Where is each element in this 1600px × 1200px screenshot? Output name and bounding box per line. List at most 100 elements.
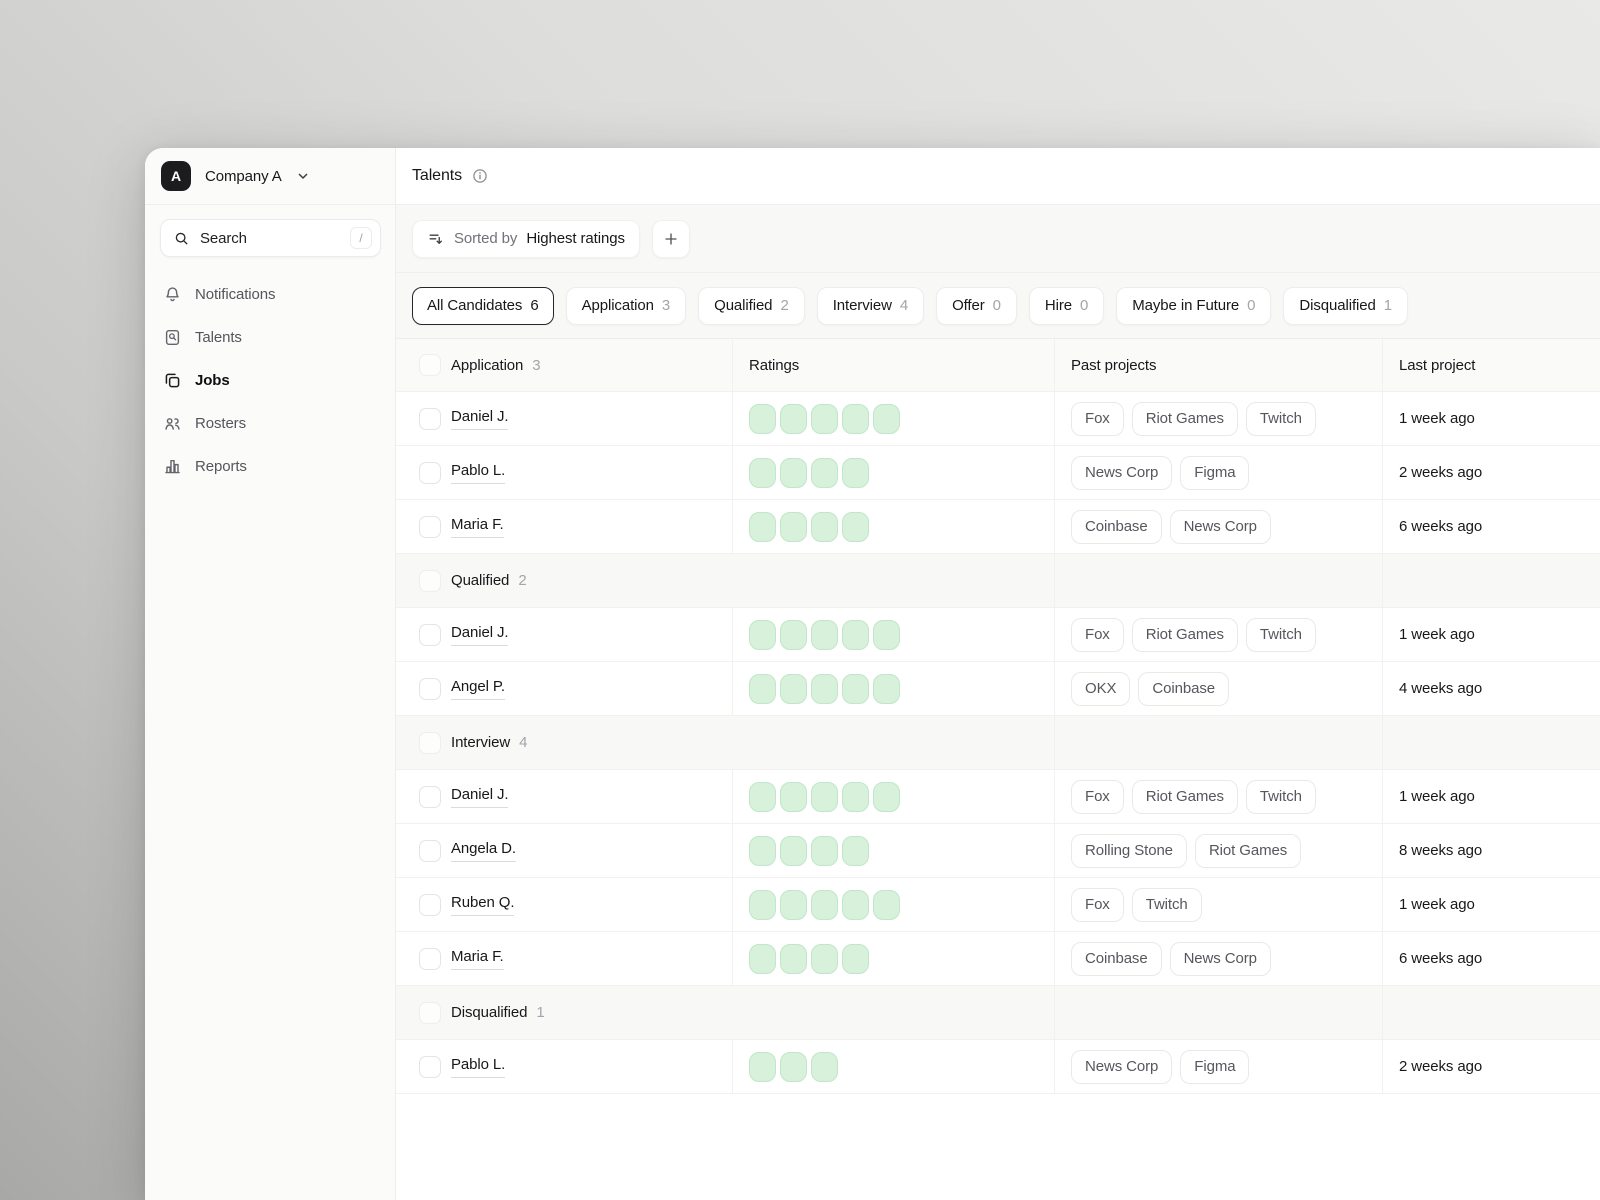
past-projects: News Corp Figma	[1071, 455, 1382, 490]
row-checkbox[interactable]	[419, 1055, 441, 1078]
candidate-name-link[interactable]: Ruben Q.	[451, 894, 515, 916]
rating-pill	[873, 889, 900, 920]
sidebar-item-rosters[interactable]: Rosters	[145, 402, 395, 445]
group-checkbox[interactable]	[419, 1001, 441, 1024]
rating-pill	[780, 511, 807, 542]
group-count: 1	[536, 1004, 545, 1021]
filter-chip-label: Application	[581, 297, 654, 314]
rating-pill	[842, 511, 869, 542]
row-checkbox[interactable]	[419, 785, 441, 808]
filter-chip-label: Offer	[952, 297, 985, 314]
filter-chip-count: 3	[661, 297, 671, 314]
past-project-tag: Coinbase	[1138, 671, 1229, 706]
rating-pill	[749, 619, 776, 650]
header-group-count: 3	[532, 356, 541, 374]
row-checkbox[interactable]	[419, 839, 441, 862]
rating-pill	[780, 1051, 807, 1082]
last-project-value: 2 weeks ago	[1399, 464, 1483, 481]
table-row[interactable]: Maria F. Coinbase News Corp 6 weeks ago	[396, 932, 1600, 986]
past-project-tag: Fox	[1071, 887, 1124, 922]
table-row[interactable]: Angela D. Rolling Stone Riot Games 8 week…	[396, 824, 1600, 878]
row-checkbox[interactable]	[419, 407, 441, 430]
search-input[interactable]: Search /	[160, 219, 381, 257]
info-icon[interactable]	[471, 167, 489, 185]
rating-bar	[749, 781, 1054, 812]
select-all-checkbox[interactable]	[419, 354, 441, 376]
company-switcher[interactable]: A Company A	[145, 148, 395, 205]
filter-chip-application[interactable]: Application 3	[565, 286, 687, 325]
rating-pill	[811, 619, 838, 650]
past-project-tag: Riot Games	[1131, 617, 1238, 652]
past-project-tag: Riot Games	[1131, 401, 1238, 436]
row-checkbox[interactable]	[419, 947, 441, 970]
filter-chip-count: 0	[1247, 297, 1256, 314]
row-checkbox[interactable]	[419, 677, 441, 700]
candidate-name-link[interactable]: Pablo L.	[451, 1056, 505, 1078]
rating-pill	[873, 781, 900, 812]
sidebar-item-notifications[interactable]: Notifications	[145, 273, 395, 316]
rating-bar	[749, 619, 1054, 650]
group-header-row: Qualified 2	[396, 554, 1600, 608]
past-project-tag: Twitch	[1245, 779, 1316, 814]
row-checkbox[interactable]	[419, 461, 441, 484]
candidate-name-link[interactable]: Maria F.	[451, 516, 504, 538]
last-project-value: 1 week ago	[1399, 410, 1475, 427]
rating-pill	[811, 1051, 838, 1082]
table-row[interactable]: Daniel J. Fox Riot Games Twitch 1 week ago	[396, 392, 1600, 446]
row-checkbox[interactable]	[419, 893, 441, 916]
rating-bar	[749, 673, 1054, 704]
filter-chip-count: 2	[780, 297, 789, 314]
sidebar-item-reports[interactable]: Reports	[145, 445, 395, 488]
filter-chip-hire[interactable]: Hire 0	[1028, 286, 1105, 325]
filter-chip-disqualified[interactable]: Disqualified 1	[1283, 286, 1408, 325]
sorted-by-label: Sorted by	[454, 230, 518, 247]
page-header: Talents	[396, 148, 1600, 205]
group-header-row: Interview 4	[396, 716, 1600, 770]
sidebar: A Company A Search / Notifications Talen…	[145, 148, 396, 1200]
candidate-name-link[interactable]: Angel P.	[451, 678, 505, 700]
table-row[interactable]: Daniel J. Fox Riot Games Twitch 1 week ago	[396, 770, 1600, 824]
candidate-name-link[interactable]: Daniel J.	[451, 786, 509, 808]
candidate-name-link[interactable]: Daniel J.	[451, 408, 509, 430]
sidebar-item-label: Talents	[195, 329, 242, 346]
filter-chip-maybe-in-future[interactable]: Maybe in Future 0	[1116, 286, 1272, 325]
table-row[interactable]: Pablo L. News Corp Figma 2 weeks ago	[396, 1040, 1600, 1094]
table-row[interactable]: Angel P. OKX Coinbase 4 weeks ago	[396, 662, 1600, 716]
sort-button[interactable]: Sorted by Highest ratings	[412, 219, 640, 258]
rating-pill	[749, 511, 776, 542]
rating-pill	[842, 619, 869, 650]
sidebar-item-jobs[interactable]: Jobs	[145, 359, 395, 402]
candidate-name-link[interactable]: Angela D.	[451, 840, 516, 862]
candidate-name-link[interactable]: Daniel J.	[451, 624, 509, 646]
rosters-icon	[162, 414, 182, 434]
rating-pill	[811, 943, 838, 974]
filter-chip-interview[interactable]: Interview 4	[816, 286, 925, 325]
search-placeholder: Search	[200, 229, 247, 247]
group-label: Interview	[451, 734, 511, 751]
past-projects: OKX Coinbase	[1071, 671, 1382, 706]
candidate-name-link[interactable]: Maria F.	[451, 948, 504, 970]
filter-chip-offer[interactable]: Offer 0	[936, 286, 1017, 325]
group-label: Qualified	[451, 572, 510, 589]
group-count: 2	[518, 572, 527, 589]
table-row[interactable]: Pablo L. News Corp Figma 2 weeks ago	[396, 446, 1600, 500]
add-view-button[interactable]	[651, 219, 690, 258]
last-project-value: 8 weeks ago	[1399, 842, 1483, 859]
table-row[interactable]: Maria F. Coinbase News Corp 6 weeks ago	[396, 500, 1600, 554]
table-row[interactable]: Daniel J. Fox Riot Games Twitch 1 week ago	[396, 608, 1600, 662]
rating-pill	[811, 457, 838, 488]
group-checkbox[interactable]	[419, 569, 441, 592]
filter-chip-qualified[interactable]: Qualified 2	[698, 286, 805, 325]
row-checkbox[interactable]	[419, 623, 441, 646]
group-count: 4	[519, 734, 528, 751]
filter-chip-count: 1	[1383, 297, 1392, 314]
main-content: Talents Sorted by Highest ratings All Ca…	[396, 148, 1600, 1200]
rating-pill	[842, 673, 869, 704]
candidate-name-link[interactable]: Pablo L.	[451, 462, 505, 484]
row-checkbox[interactable]	[419, 515, 441, 538]
sidebar-item-talents[interactable]: Talents	[145, 316, 395, 359]
table-row[interactable]: Ruben Q. Fox Twitch 1 week ago	[396, 878, 1600, 932]
filter-chip-all-candidates[interactable]: All Candidates 6	[412, 286, 554, 325]
group-checkbox[interactable]	[419, 731, 441, 754]
